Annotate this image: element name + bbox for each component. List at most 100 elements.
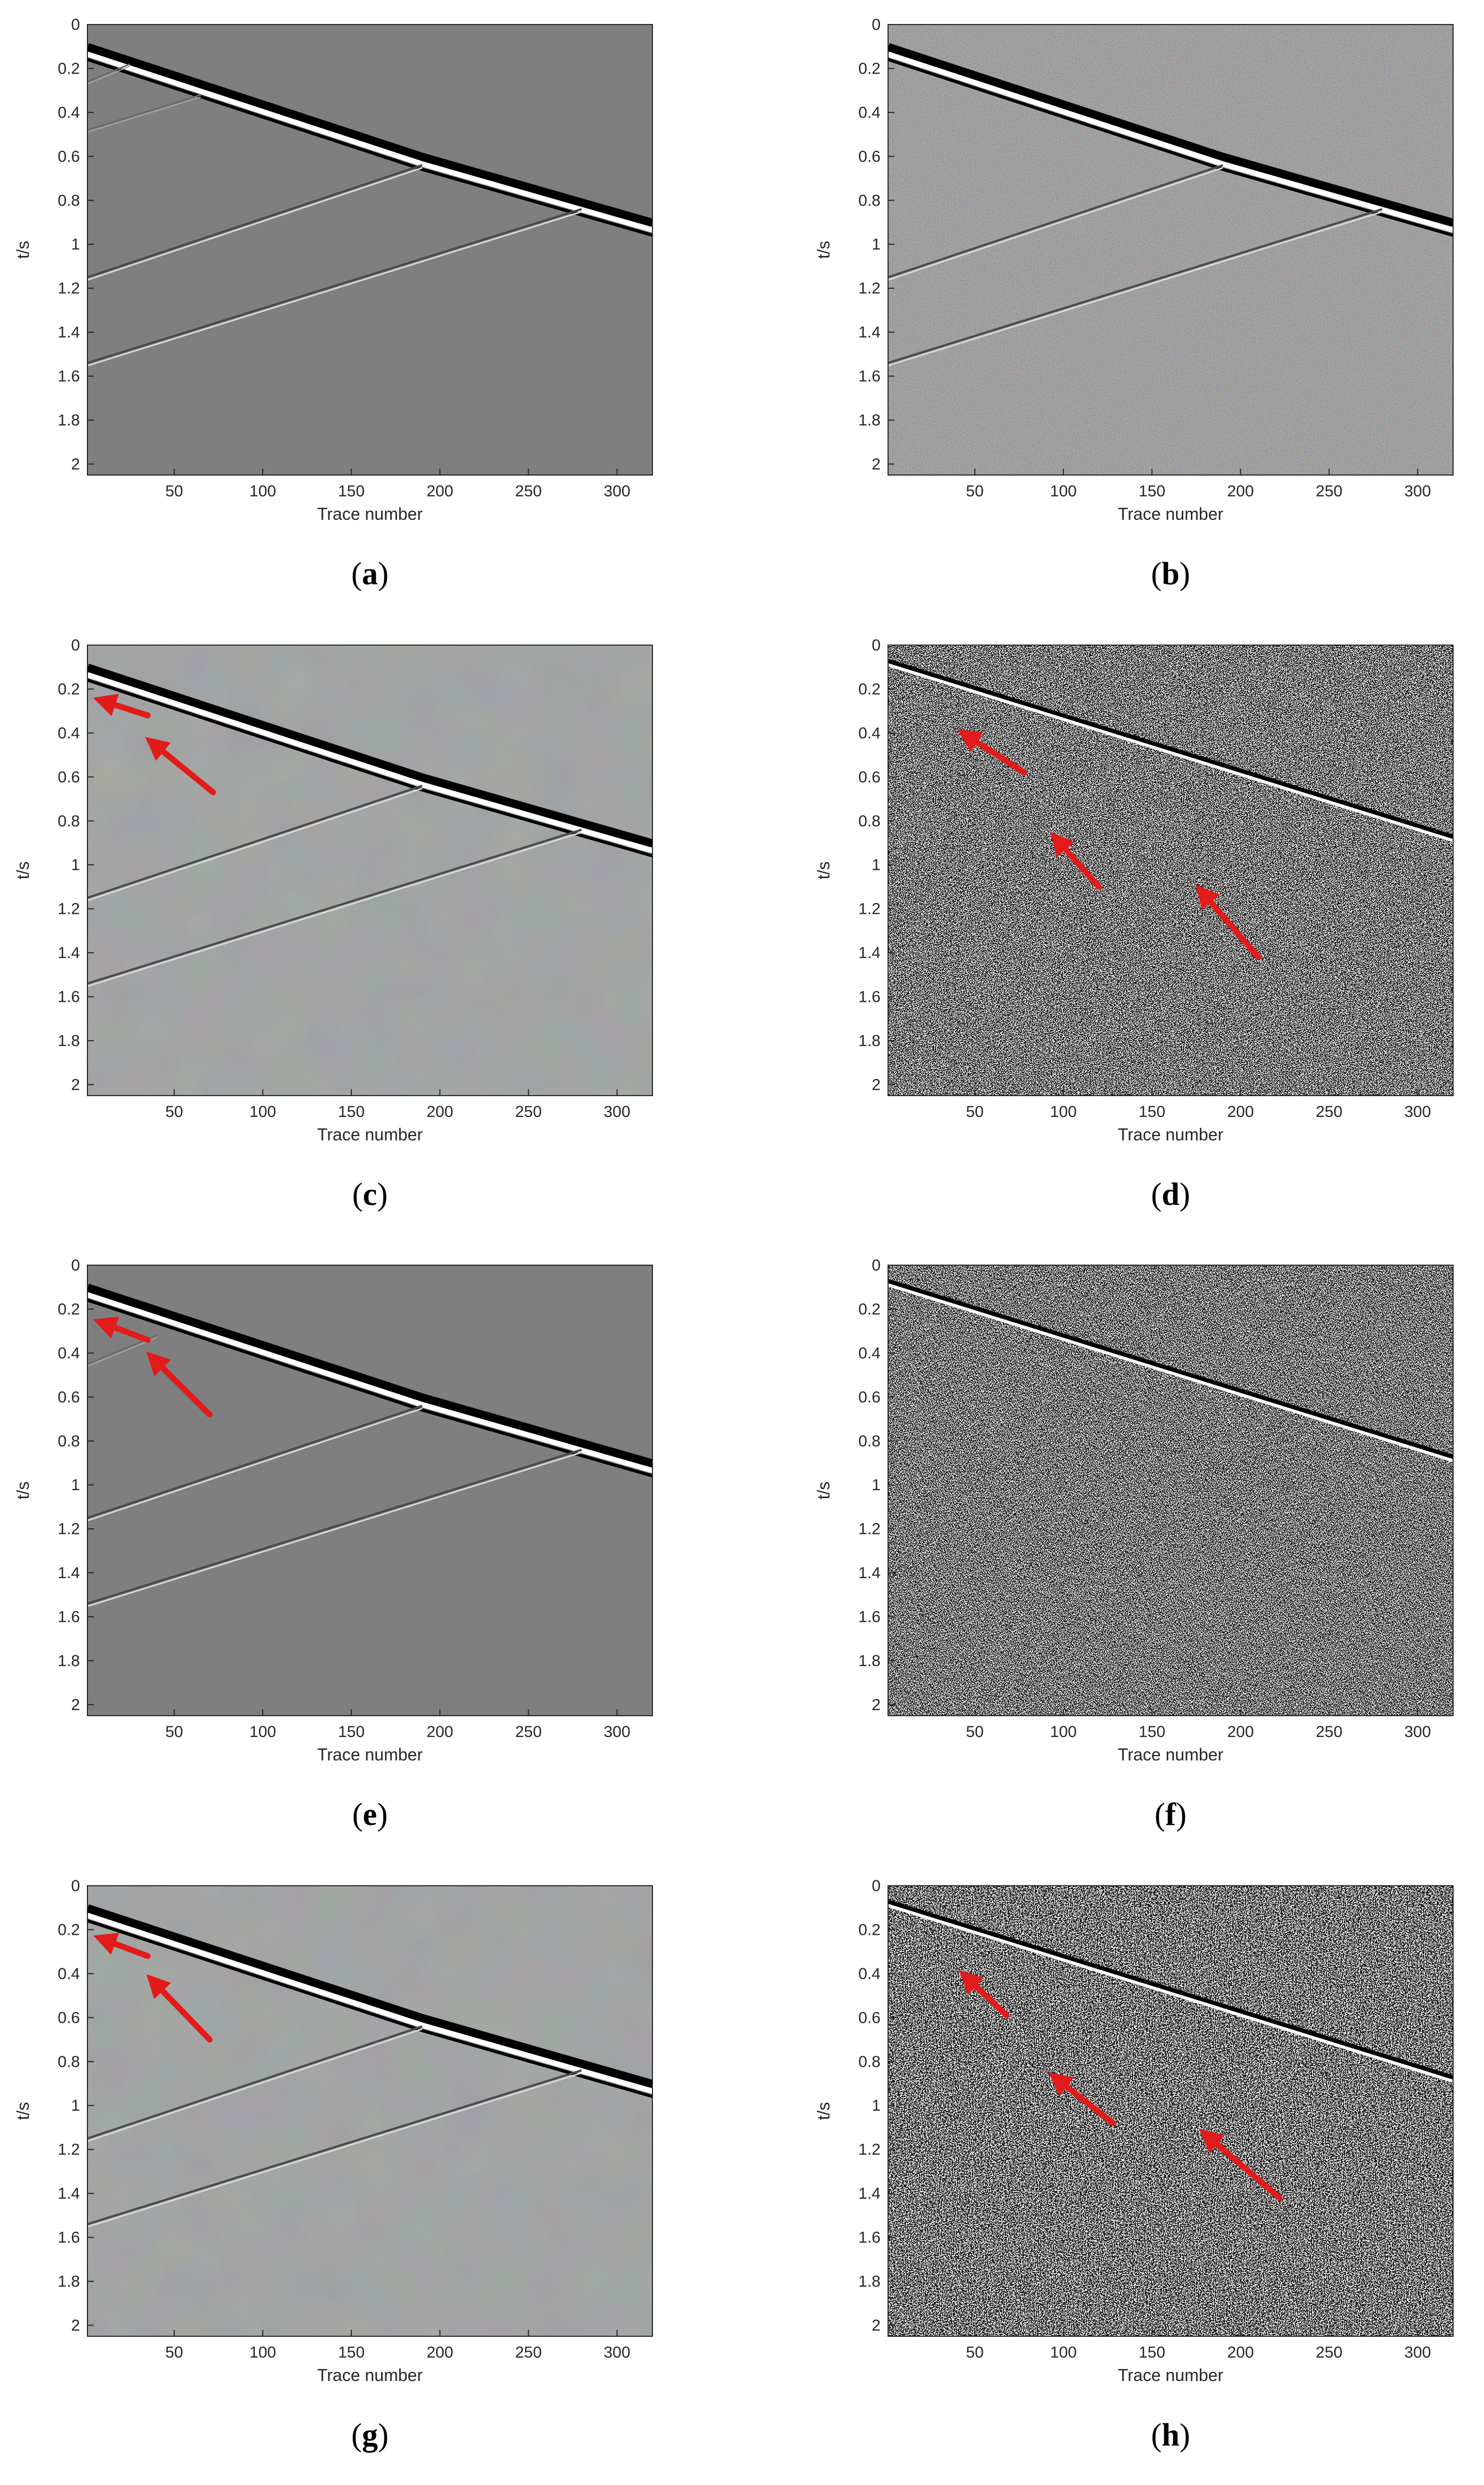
seismic-event-strong xyxy=(87,51,652,233)
x-tick-label: 150 xyxy=(338,482,365,500)
y-axis-label: t/s xyxy=(13,862,33,880)
y-tick-label: 1.6 xyxy=(58,988,80,1006)
x-axis-label: Trace number xyxy=(317,504,423,524)
red-arrow xyxy=(146,1351,213,1418)
y-tick-label: 1.2 xyxy=(58,280,80,297)
red-arrow xyxy=(1199,2129,1283,2201)
y-tick-label: 1.4 xyxy=(858,2185,881,2202)
y-axis-label: t/s xyxy=(814,862,833,880)
y-axis-label: t/s xyxy=(814,1482,833,1500)
y-tick-label: 1.4 xyxy=(858,1564,881,1582)
x-tick-label: 250 xyxy=(515,482,542,500)
caption-paren-close: ) xyxy=(377,1177,388,1212)
seismic-event-strong xyxy=(87,1904,652,2089)
y-tick-label: 0.8 xyxy=(58,2053,80,2071)
y-tick-label: 0 xyxy=(71,637,80,654)
y-tick-label: 1.6 xyxy=(858,2229,881,2247)
y-axis-label: t/s xyxy=(13,2102,33,2120)
caption-paren-close: ) xyxy=(377,1797,388,1832)
seismic-event-weak xyxy=(87,164,423,278)
x-tick-label: 50 xyxy=(966,1723,983,1741)
y-tick-label: 0.4 xyxy=(58,725,80,742)
y-tick-label: 0.2 xyxy=(58,680,80,698)
caption-paren-close: ) xyxy=(378,2417,389,2452)
y-tick-label: 0.2 xyxy=(58,1921,80,1939)
seismic-event-faint xyxy=(87,66,131,85)
seismic-event-faint xyxy=(87,94,201,131)
x-tick-label: 100 xyxy=(1050,1103,1077,1121)
seismic-event-strong xyxy=(87,1283,652,1469)
y-tick-label: 1.8 xyxy=(858,2273,881,2290)
caption-paren-open: ( xyxy=(1151,1177,1162,1212)
seismic-event-strong xyxy=(87,43,652,228)
y-tick-label: 1.2 xyxy=(858,280,881,297)
x-tick-label: 50 xyxy=(165,2344,183,2361)
seismic-event-weak xyxy=(888,211,1383,367)
x-axis-label: Trace number xyxy=(317,2366,423,2385)
caption-paren-close: ) xyxy=(1180,1177,1190,1212)
x-tick-label: 200 xyxy=(426,1103,453,1121)
seismic-event-weak xyxy=(87,2072,582,2228)
y-tick-label: 0 xyxy=(71,1257,80,1274)
seismic-event-weak xyxy=(888,208,1383,364)
x-tick-label: 50 xyxy=(165,1723,183,1741)
red-arrow xyxy=(1048,2072,1116,2126)
y-tick-label: 0 xyxy=(872,637,881,654)
y-tick-label: 0.2 xyxy=(858,680,881,698)
y-tick-label: 0.6 xyxy=(58,768,80,786)
y-tick-label: 1.8 xyxy=(58,2273,80,2290)
y-tick-label: 2 xyxy=(71,1076,80,1093)
seismic-event-weak xyxy=(87,1451,582,1607)
caption-paren-open: ( xyxy=(352,1797,363,1832)
x-tick-label: 250 xyxy=(1316,1723,1342,1741)
y-tick-label: 0.8 xyxy=(858,192,881,210)
seismic-event-strong xyxy=(888,663,1453,842)
axis-frame xyxy=(888,1265,1454,1716)
y-tick-label: 1.6 xyxy=(58,1609,80,1626)
caption-letter: d xyxy=(1162,1177,1179,1212)
caption-paren-open: ( xyxy=(1155,1797,1165,1832)
red-arrow xyxy=(1195,884,1261,960)
seismic-event-strong xyxy=(87,672,652,854)
seismic-event-weak xyxy=(87,829,582,985)
seismic-event-strong xyxy=(888,1900,1453,2083)
x-axis-label: Trace number xyxy=(317,1125,423,1144)
y-tick-label: 2 xyxy=(872,1076,881,1093)
plot-area xyxy=(87,25,652,475)
x-tick-label: 100 xyxy=(249,1723,276,1741)
noise-texture xyxy=(888,1265,1453,1716)
x-tick-label: 150 xyxy=(1139,482,1165,500)
y-tick-label: 1.4 xyxy=(58,1564,80,1582)
y-tick-label: 0.4 xyxy=(58,1345,80,1362)
panel-caption: (c) xyxy=(352,1177,388,1212)
y-tick-label: 0.2 xyxy=(858,1921,881,1939)
caption-letter: h xyxy=(1162,2417,1179,2452)
caption-paren-close: ) xyxy=(1180,2417,1190,2452)
gray-background xyxy=(87,25,652,475)
seismic-event-weak xyxy=(87,787,423,902)
seismic-event-weak xyxy=(87,211,582,367)
x-tick-label: 250 xyxy=(1316,1103,1342,1121)
y-tick-label: 1.2 xyxy=(58,900,80,918)
x-axis-label: Trace number xyxy=(1118,1745,1223,1764)
caption-letter: a xyxy=(362,556,378,591)
y-tick-label: 1.2 xyxy=(858,1521,881,1538)
axis-frame xyxy=(888,1885,1454,2337)
seismic-event-weak xyxy=(888,167,1223,281)
seismic-event-weak xyxy=(87,831,582,987)
panel-caption: (a) xyxy=(351,556,389,591)
caption-paren-open: ( xyxy=(352,1177,363,1212)
y-tick-label: 1 xyxy=(872,236,881,253)
plot-area xyxy=(888,25,1453,475)
y-tick-label: 1.6 xyxy=(858,988,881,1006)
y-tick-label: 0.6 xyxy=(858,768,881,786)
y-tick-label: 0.4 xyxy=(858,1345,881,1362)
y-tick-label: 1.6 xyxy=(858,1609,881,1626)
seismic-event-faint xyxy=(87,63,131,83)
y-tick-label: 1.8 xyxy=(858,1652,881,1670)
x-tick-label: 150 xyxy=(1139,1103,1165,1121)
seismic-event-weak xyxy=(87,2025,423,2140)
x-tick-label: 300 xyxy=(1405,482,1431,500)
y-tick-label: 0.6 xyxy=(58,2009,80,2026)
x-tick-label: 300 xyxy=(1405,2344,1431,2361)
